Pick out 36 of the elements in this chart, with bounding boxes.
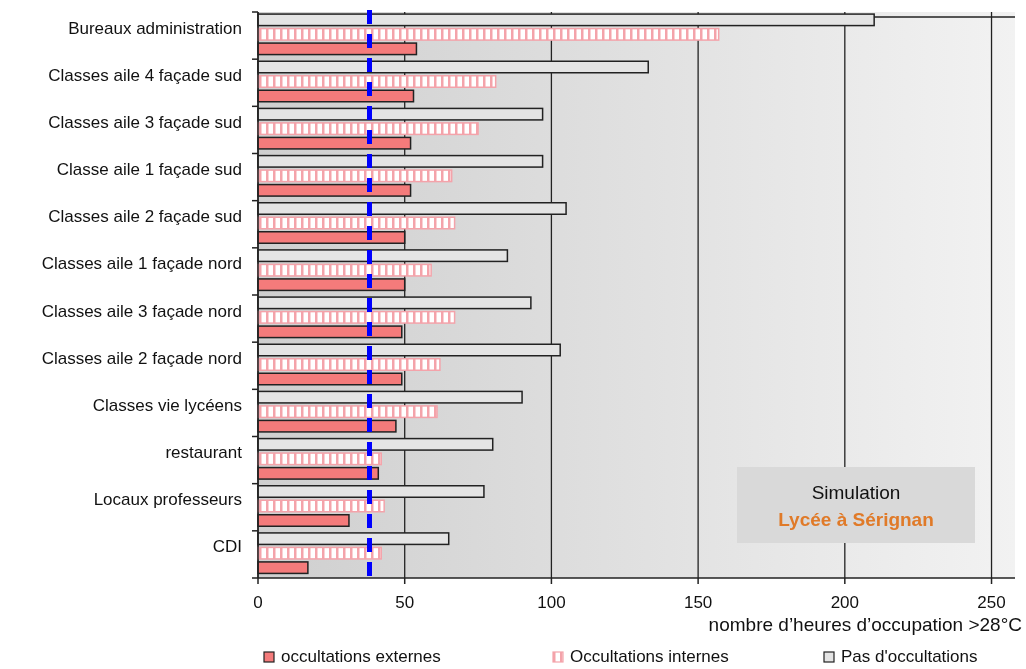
x-tick-label: 250	[977, 593, 1006, 612]
bar	[257, 358, 441, 371]
y-tick-label: Classes aile 1 façade nord	[41, 254, 242, 274]
x-tick-label: 150	[683, 593, 713, 612]
y-tick-label: Classes aile 2 façade sud	[48, 207, 242, 227]
bar	[257, 216, 456, 230]
y-tick-label: CDI	[212, 537, 242, 557]
y-tick-label: Classes aile 3 façade nord	[41, 301, 242, 321]
bar	[257, 75, 497, 88]
legend-label: Occultations internes	[570, 647, 729, 666]
annotation: Lycée à Sérignan	[778, 509, 934, 530]
x-tick-label: 100	[537, 593, 566, 612]
y-tick-label: Classes aile 4 façade sud	[48, 65, 242, 85]
bar	[257, 452, 382, 466]
bar	[257, 122, 479, 136]
y-tick-label: Locaux professeurs	[93, 490, 242, 510]
bar	[257, 499, 385, 513]
legend-label: occultations externes	[281, 647, 441, 666]
bar	[257, 27, 720, 41]
y-tick-label: Classe aile 1 façade sud	[56, 160, 242, 180]
x-tick-label: 0	[253, 593, 263, 612]
bar	[257, 546, 382, 560]
bar	[257, 263, 432, 277]
y-tick-label: Classes aile 2 façade nord	[41, 348, 242, 368]
y-tick-label: restaurant	[165, 443, 243, 463]
bar	[257, 310, 456, 324]
y-tick-label: Classes vie lycéens	[92, 395, 242, 415]
y-tick-label: Bureaux administration	[68, 18, 242, 38]
x-tick-label: 200	[830, 593, 860, 612]
bar	[257, 405, 438, 419]
annotation: Simulation	[811, 482, 901, 503]
x-tick-label: 50	[395, 593, 415, 612]
y-tick-label: Classes aile 3 façade sud	[48, 112, 242, 132]
bar	[257, 169, 453, 183]
x-axis-title: nombre d’heures d’occupation >28°C	[708, 614, 1022, 635]
legend-label: Pas d'occultations	[841, 647, 978, 666]
